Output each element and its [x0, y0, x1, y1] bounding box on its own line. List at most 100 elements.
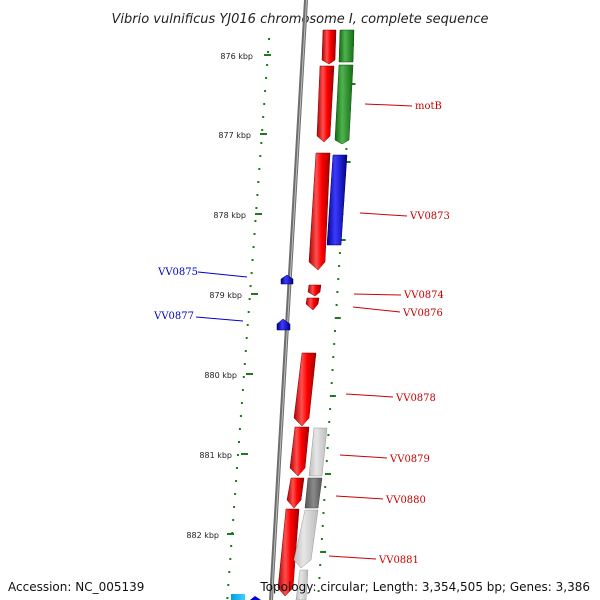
axis-tick-877: [260, 133, 267, 135]
scale-dot: [238, 441, 240, 443]
right-tick: [336, 291, 339, 293]
label-VV0880[interactable]: VV0880: [385, 495, 426, 506]
label-motB[interactable]: motB: [415, 101, 442, 112]
cds-VV0877[interactable]: [276, 318, 291, 331]
right-tick: [338, 265, 341, 267]
label-VV0881[interactable]: VV0881: [378, 555, 419, 566]
scale-dot: [242, 376, 245, 378]
axis-tick-label-882: 882 kbp: [186, 531, 219, 540]
map-title: Vibrio vulnificus YJ016 chromosome I, co…: [111, 12, 488, 27]
forward-cds-track[interactable]: [277, 29, 337, 597]
axis-tick-882: [227, 533, 234, 535]
cds-VV0881[interactable]: [277, 508, 300, 597]
label-VV0873[interactable]: VV0873: [409, 211, 450, 222]
cds-motB[interactable]: [316, 65, 335, 143]
left-gene-labels: VV0875 VV0877: [153, 267, 248, 322]
blue-feature-VV0873[interactable]: [326, 154, 348, 246]
scale-dot: [257, 181, 260, 183]
grey-feature-track[interactable]: [293, 427, 328, 600]
axis-tick-879: [251, 293, 258, 295]
cds-VV0879[interactable]: [289, 426, 310, 477]
scale-dot: [254, 220, 257, 222]
axis-tick-label-881: 881 kbp: [199, 451, 232, 460]
label-VV0878[interactable]: VV0878: [395, 393, 436, 404]
scale-dot: [240, 402, 243, 404]
label-VV0874[interactable]: VV0874: [403, 290, 444, 301]
axis-ticks: 876 kbp 877 kbp 878 kbp 879 kbp 880 kbp …: [186, 52, 271, 540]
right-tick: [334, 330, 336, 332]
scale-dot: [226, 597, 229, 599]
scale-dot: [268, 38, 270, 40]
scale-dot: [248, 298, 251, 300]
right-tick: [333, 343, 336, 345]
axis-tick-label-878: 878 kbp: [213, 211, 246, 220]
cds-VV0876[interactable]: [305, 297, 320, 311]
right-tick: [326, 447, 329, 449]
scale-dot: [243, 363, 246, 365]
cds-VV0878[interactable]: [293, 352, 317, 427]
scale-dot: [244, 350, 247, 352]
right-tick: [328, 421, 331, 423]
cds-VV0875[interactable]: [280, 274, 294, 285]
label-VV0879[interactable]: VV0879: [389, 454, 430, 465]
right-tick: [338, 252, 341, 254]
cds-feature[interactable]: [321, 29, 337, 65]
scale-dot: [252, 246, 255, 248]
cds-VV0874[interactable]: [307, 284, 322, 297]
right-tick: [320, 551, 327, 553]
label-VV0876[interactable]: VV0876: [402, 308, 443, 319]
scale-dot: [232, 519, 235, 521]
scale-dot: [260, 142, 263, 144]
scale-dot: [234, 493, 237, 495]
cds-VV0880[interactable]: [286, 477, 305, 509]
scale-dot: [264, 90, 267, 92]
right-tick: [327, 434, 330, 436]
right-tick: [325, 460, 328, 462]
scale-dot: [239, 415, 242, 417]
scale-dot: [235, 480, 238, 482]
scale-dot: [229, 558, 232, 560]
right-tick: [322, 512, 325, 514]
scale-dot: [237, 454, 239, 456]
axis-tick-label-877: 877 kbp: [218, 131, 251, 140]
scale-dot: [249, 285, 252, 287]
accession-text: Accession: NC_005139: [8, 580, 145, 594]
right-tick: [320, 538, 323, 540]
green-feature-track[interactable]: [334, 29, 355, 145]
label-VV0877[interactable]: VV0877: [153, 311, 194, 322]
right-gene-labels: motB VV0873 VV0874 VV0876 VV0878 VV0879 …: [328, 101, 450, 566]
scale-dot: [250, 272, 253, 274]
right-tick: [317, 590, 320, 592]
scale-dot: [261, 129, 264, 131]
right-tick: [325, 473, 331, 475]
right-tick: [349, 83, 356, 85]
scale-dot: [246, 324, 249, 326]
axis-tick-880: [246, 373, 253, 375]
right-tick: [318, 577, 321, 579]
right-tick: [323, 499, 326, 501]
axis-tick-876: [264, 54, 271, 56]
right-tick: [324, 486, 327, 488]
right-ticks: [317, 44, 356, 592]
scale-dot: [247, 311, 250, 313]
scale-dot: [265, 77, 268, 79]
scale-dot: [256, 194, 259, 196]
axis-tick-881: [241, 453, 248, 455]
scale-dot: [236, 467, 238, 469]
scale-dot: [228, 571, 231, 573]
scale-dots: [226, 38, 270, 599]
right-tick: [329, 408, 332, 410]
blue-feature-partial[interactable]: [250, 596, 261, 600]
cds-VV0873[interactable]: [308, 152, 331, 271]
scale-dot: [266, 64, 269, 66]
right-tick: [331, 369, 334, 371]
scale-dot: [227, 584, 230, 586]
scale-dot: [238, 428, 241, 430]
cyan-feature-partial[interactable]: [231, 594, 245, 600]
scale-dot: [245, 337, 248, 339]
label-VV0875[interactable]: VV0875: [157, 267, 198, 278]
scale-dot: [255, 207, 258, 209]
right-tick: [319, 564, 322, 566]
